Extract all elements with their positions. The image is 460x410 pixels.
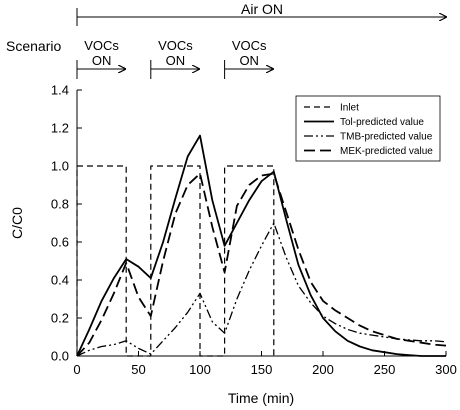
vocs-label-line1: VOCs (84, 38, 119, 53)
axes: 0 50 100 150 200 250 300 0.0 0.2 0.4 0.6 0.8 1.0 1.2… (9, 83, 457, 407)
x-axis-label: Time (min) (228, 390, 294, 406)
vocs-label-line1: VOCs (158, 38, 193, 53)
x-tick-label: 250 (374, 362, 396, 377)
legend-entry-label: TMB-predicted value (340, 132, 433, 143)
y-tick-label: 0.2 (51, 311, 69, 326)
legend-entry-label: Tol-predicted value (340, 117, 424, 128)
vocs-label-line2: ON (92, 53, 112, 68)
series-line-tmb-predicted-value (76, 222, 447, 357)
y-tick-label: 0.4 (51, 273, 69, 288)
vocs-label-line2: ON (166, 53, 186, 68)
x-tick-label: 100 (189, 362, 211, 377)
series-line-inlet (76, 165, 275, 357)
legend: Inlet Tol-predicted value TMB-predicted va… (295, 95, 441, 162)
y-tick-label: 0.6 (51, 235, 69, 250)
air-on-label: Air ON (241, 1, 283, 17)
vocs-label-line2: ON (239, 53, 259, 68)
legend-entry-label: Inlet (340, 103, 359, 114)
x-tick-label: 300 (435, 362, 457, 377)
scenario-label: Scenario (6, 38, 61, 54)
y-axis-ticks: 0.0 0.2 0.4 0.6 0.8 1.0 1.2 1.4 (51, 83, 82, 364)
y-axis-label: C/C0 (9, 207, 25, 239)
x-tick-label: 50 (131, 362, 145, 377)
y-tick-label: 0.8 (51, 197, 69, 212)
x-tick-label: 200 (312, 362, 334, 377)
series-layer (76, 134, 447, 357)
legend-entry-label: MEK-predicted value (340, 146, 433, 157)
y-tick-label: 1.4 (51, 83, 69, 98)
x-tick-label: 0 (73, 362, 80, 377)
series-line-tol-predicted-value (76, 134, 446, 357)
y-tick-label: 0.0 (51, 349, 69, 364)
series-line-mek-predicted-value (76, 172, 447, 357)
vocs-label-line1: VOCs (232, 38, 267, 53)
y-tick-label: 1.2 (51, 121, 69, 136)
y-tick-label: 1.0 (51, 159, 69, 174)
x-tick-label: 150 (251, 362, 273, 377)
